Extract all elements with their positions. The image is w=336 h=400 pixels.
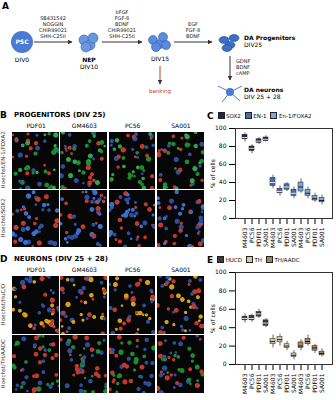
svg-text:DA neurons: DA neurons <box>244 86 284 93</box>
svg-text:PDF01: PDF01 <box>283 227 290 247</box>
svg-text:GM4603: GM4603 <box>297 227 304 248</box>
svg-text:NEP: NEP <box>82 56 96 63</box>
svg-text:SA001: SA001 <box>290 373 297 393</box>
svg-text:PC56: PC56 <box>276 373 283 389</box>
html-text:B: B <box>0 110 7 120</box>
svg-text:40: 40 <box>219 324 227 331</box>
svg-text:PDF01: PDF01 <box>255 373 262 393</box>
svg-text:SA001: SA001 <box>318 373 325 393</box>
svg-text:SA001: SA001 <box>262 373 269 393</box>
svg-text:SA001: SA001 <box>318 227 325 247</box>
html-text:GM4603: GM4603 <box>71 122 97 129</box>
svg-text:GDNF: GDNF <box>236 58 251 64</box>
svg-text:PDF01: PDF01 <box>283 373 290 393</box>
html-text:D: D <box>0 254 8 264</box>
html-text:PC56: PC56 <box>124 266 141 273</box>
svg-text:GM4603: GM4603 <box>241 373 248 394</box>
svg-text:% of cells: % of cells <box>209 159 216 188</box>
svg-text:FGF-8: FGF-8 <box>114 15 130 21</box>
svg-text:80: 80 <box>219 287 227 294</box>
svg-text:PDF01: PDF01 <box>311 373 318 393</box>
svg-text:banking: banking <box>149 88 171 95</box>
svg-text:100: 100 <box>215 268 227 275</box>
svg-text:SHH-C25II: SHH-C25II <box>40 33 65 39</box>
html-text:EN-1: EN-1 <box>253 112 267 119</box>
svg-text:DIV 25 + 28: DIV 25 + 28 <box>244 93 281 100</box>
svg-text:SA001: SA001 <box>262 227 269 247</box>
svg-text:NOGGIN: NOGGIN <box>42 21 64 27</box>
html-text:Hoechst/TH/AADC: Hoechst/TH/AADC <box>0 339 6 389</box>
svg-text:CHIR99021: CHIR99021 <box>107 27 137 33</box>
svg-text:DIV10: DIV10 <box>80 63 98 70</box>
svg-text:PC56: PC56 <box>304 373 311 389</box>
html-text:SA001: SA001 <box>171 266 191 273</box>
svg-text:DIV0: DIV0 <box>15 56 29 63</box>
html-text:En-1/FOXA2: En-1/FOXA2 <box>278 112 312 119</box>
svg-text:PC56: PC56 <box>248 227 255 243</box>
svg-text:PSC: PSC <box>15 38 29 45</box>
html-text:Hoechst/HuC/D: Hoechst/HuC/D <box>0 283 6 326</box>
svg-text:40: 40 <box>219 178 227 185</box>
svg-text:SHH-C25II: SHH-C25II <box>109 33 134 39</box>
html-text:HUCD: HUCD <box>225 256 242 263</box>
svg-text:PC56: PC56 <box>248 373 255 389</box>
html-text:GM4603: GM4603 <box>71 266 97 273</box>
svg-text:cAMP: cAMP <box>236 70 250 76</box>
svg-text:PC56: PC56 <box>304 227 311 243</box>
html-text:NEURONS (DIV 25 + 28): NEURONS (DIV 25 + 28) <box>14 255 108 263</box>
html-text:PROGENITORS (DIV 25): PROGENITORS (DIV 25) <box>14 111 106 119</box>
svg-text:BDNF: BDNF <box>236 64 250 70</box>
svg-text:20: 20 <box>219 196 227 203</box>
svg-text:EGF: EGF <box>188 21 198 27</box>
html-text:TH/AADC: TH/AADC <box>274 256 300 263</box>
svg-text:20: 20 <box>219 342 227 349</box>
svg-text:0: 0 <box>223 214 227 221</box>
html-text:Hoechst/SOX2: Hoechst/SOX2 <box>0 198 6 238</box>
html-text:SOX2: SOX2 <box>226 112 241 119</box>
html-text:C: C <box>207 110 214 121</box>
svg-text:FGF-8: FGF-8 <box>185 27 201 33</box>
svg-text:A: A <box>2 1 9 11</box>
html-text:PC56: PC56 <box>124 122 141 129</box>
svg-text:GM4603: GM4603 <box>241 227 248 248</box>
svg-text:bFGF: bFGF <box>115 9 129 15</box>
svg-text:PDF01: PDF01 <box>255 227 262 247</box>
svg-text:DA Progenitors: DA Progenitors <box>244 34 296 41</box>
html-text:PDF01: PDF01 <box>26 122 46 129</box>
svg-text:PDF01: PDF01 <box>311 227 318 247</box>
svg-text:% of cells: % of cells <box>209 304 216 333</box>
svg-text:GM4603: GM4603 <box>269 227 276 248</box>
html-text:TH: TH <box>254 256 262 263</box>
svg-text:BDNF: BDNF <box>186 33 200 39</box>
html-text:SA001: SA001 <box>171 122 191 129</box>
svg-text:GM4603: GM4603 <box>297 373 304 394</box>
svg-text:DIV15: DIV15 <box>151 55 169 62</box>
html-text:PDF01: PDF01 <box>26 266 46 273</box>
svg-text:DIV25: DIV25 <box>244 41 262 48</box>
svg-text:60: 60 <box>219 160 227 167</box>
svg-text:80: 80 <box>219 142 227 149</box>
svg-text:SA001: SA001 <box>290 227 297 247</box>
svg-text:60: 60 <box>219 305 227 312</box>
svg-text:CHIR99021: CHIR99021 <box>38 27 68 33</box>
html-text:Hoechst/EN-1/FOXA2: Hoechst/EN-1/FOXA2 <box>0 131 6 189</box>
svg-text:BDNF: BDNF <box>115 21 129 27</box>
svg-text:SB431542: SB431542 <box>40 15 66 21</box>
html-text:E: E <box>207 254 214 265</box>
svg-text:PC56: PC56 <box>276 227 283 243</box>
svg-text:GM4603: GM4603 <box>269 373 276 394</box>
svg-text:100: 100 <box>215 124 227 131</box>
svg-text:0: 0 <box>223 360 227 367</box>
